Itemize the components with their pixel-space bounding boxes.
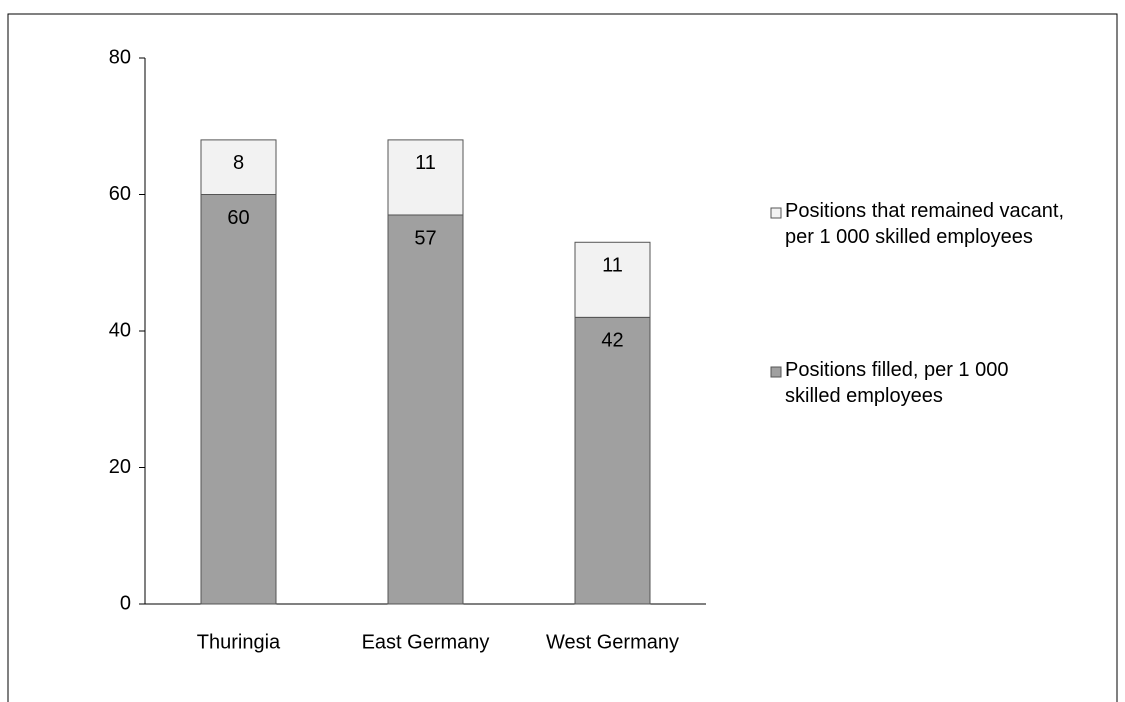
- bar-segment: [200, 139, 277, 195]
- y-tick-label: 40: [109, 319, 131, 341]
- frame: [7, 13, 1118, 702]
- legend-swatch: [770, 207, 782, 219]
- x-tick-label: West Germany: [546, 631, 679, 653]
- x-tick-label: Thuringia: [197, 631, 281, 653]
- y-tick-label: 60: [109, 183, 131, 205]
- bar-segment: [387, 139, 464, 216]
- x-tick-label: East Germany: [362, 631, 490, 653]
- data-label: 42: [601, 330, 623, 352]
- data-label: 11: [415, 152, 436, 174]
- data-label: 8: [233, 152, 244, 174]
- legend-label: Positions filled, per 1 000 skilled empl…: [785, 359, 1009, 407]
- legend-swatch: [770, 366, 782, 378]
- y-tick-label: 0: [120, 592, 131, 614]
- legend-item: Positions filled, per 1 000 skilled empl…: [785, 359, 1009, 407]
- y-tick-label: 20: [109, 456, 131, 478]
- legend-item: Positions that remained vacant, per 1 00…: [785, 200, 1065, 248]
- bar-segment: [574, 316, 651, 605]
- y-tick-label: 80: [109, 46, 131, 68]
- legend-label: Positions that remained vacant, per 1 00…: [785, 200, 1065, 248]
- data-label: 57: [414, 227, 436, 249]
- bar-segment: [574, 241, 651, 318]
- bar-segment: [387, 214, 464, 605]
- data-label: 11: [602, 255, 623, 277]
- bar-segment: [200, 194, 277, 605]
- data-label: 60: [227, 207, 249, 229]
